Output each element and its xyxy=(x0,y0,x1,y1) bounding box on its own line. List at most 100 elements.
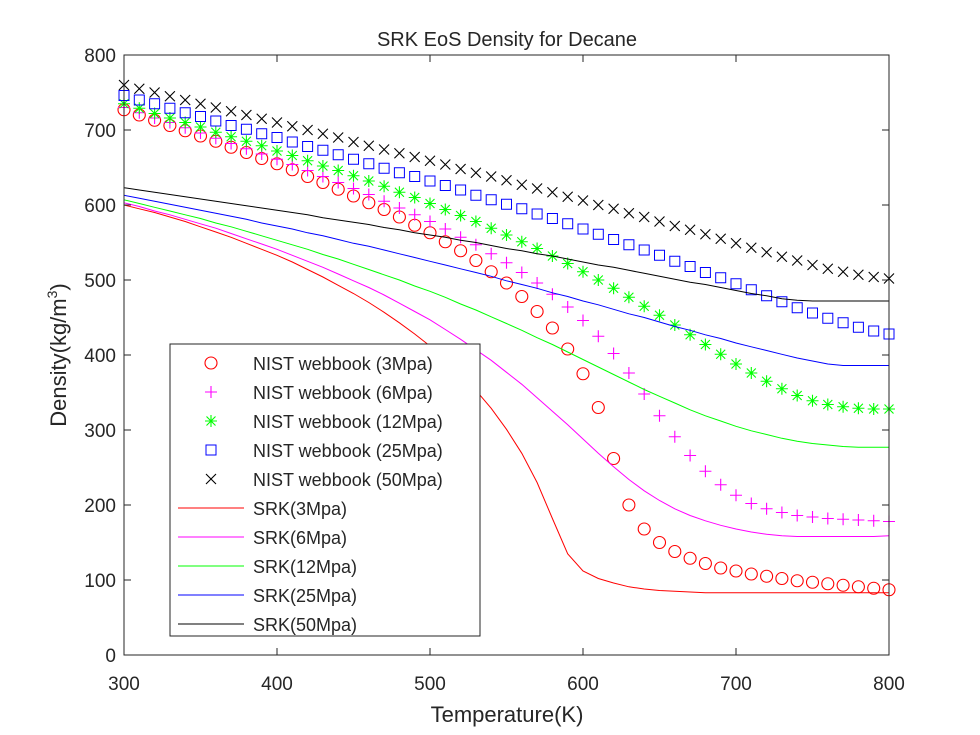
data-point xyxy=(423,226,437,240)
data-point xyxy=(684,449,697,462)
data-point xyxy=(714,478,727,491)
data-point xyxy=(638,244,650,256)
legend-label: SRK(25Mpa) xyxy=(253,586,357,606)
data-point xyxy=(791,255,803,266)
y-tick-label: 0 xyxy=(105,646,116,667)
data-point xyxy=(699,465,712,478)
data-point xyxy=(669,220,681,232)
data-point xyxy=(378,195,391,208)
data-point xyxy=(807,307,818,319)
data-point xyxy=(424,175,436,187)
plot-lines xyxy=(123,187,890,594)
data-point xyxy=(454,209,467,222)
data-point xyxy=(348,136,359,148)
data-point xyxy=(256,128,268,140)
data-point xyxy=(745,367,758,379)
data-point xyxy=(531,277,544,289)
y-axis-label: Density(kg/m3) xyxy=(44,283,71,426)
data-point xyxy=(776,251,788,263)
data-point xyxy=(286,120,298,132)
data-point xyxy=(470,189,482,201)
data-point xyxy=(547,186,558,198)
data-point xyxy=(424,155,436,167)
data-point xyxy=(241,109,252,121)
data-point xyxy=(439,203,452,216)
series-line-7 xyxy=(123,199,889,448)
data-point xyxy=(592,199,604,211)
data-point xyxy=(531,208,543,220)
series-line-8 xyxy=(123,194,889,366)
legend-entry: NIST webbook (50Mpa) xyxy=(205,470,443,490)
legend-label: NIST webbook (3Mpa) xyxy=(253,354,433,374)
data-point xyxy=(484,265,498,279)
series-line-9 xyxy=(123,187,889,302)
data-point xyxy=(317,128,329,140)
data-point xyxy=(744,567,758,581)
data-point xyxy=(454,244,468,258)
series-line-5 xyxy=(123,204,889,594)
data-point xyxy=(195,111,206,122)
data-point xyxy=(851,580,865,594)
x-tick-label: 300 xyxy=(108,674,140,695)
legend-marker xyxy=(204,356,218,370)
data-point xyxy=(837,266,849,278)
data-point xyxy=(362,175,375,187)
legend-entry: SRK(25Mpa) xyxy=(178,586,357,606)
data-point xyxy=(531,242,544,255)
data-point xyxy=(256,113,268,125)
data-point xyxy=(791,509,804,522)
data-point xyxy=(868,325,880,337)
x-axis-label: Temperature(K) xyxy=(431,702,584,727)
y-tick-label: 400 xyxy=(84,346,116,367)
data-point xyxy=(133,94,145,106)
data-point xyxy=(654,216,665,227)
data-point xyxy=(608,203,619,215)
y-axis-label-main: Density(kg/m xyxy=(46,298,71,426)
series-markers-4 xyxy=(118,79,895,284)
data-point xyxy=(653,409,666,422)
series-markers-3 xyxy=(118,90,895,340)
data-point xyxy=(562,191,574,203)
data-point xyxy=(179,116,192,129)
data-point xyxy=(363,140,375,152)
data-point xyxy=(316,170,329,183)
data-point xyxy=(745,284,757,296)
data-point xyxy=(164,90,176,102)
data-point xyxy=(761,290,773,302)
y-axis-label-superscript: 3 xyxy=(44,290,60,298)
legend-entry: NIST webbook (3Mpa) xyxy=(204,354,433,374)
data-point xyxy=(179,107,191,119)
data-point xyxy=(776,296,788,308)
data-point xyxy=(225,105,237,117)
data-point xyxy=(577,265,589,278)
data-point xyxy=(501,198,512,210)
chart-title: SRK EoS Density for Decane xyxy=(377,29,637,51)
data-point xyxy=(837,400,850,413)
data-point xyxy=(714,348,727,361)
data-point xyxy=(271,132,283,143)
legend-entry: NIST webbook (12Mpa) xyxy=(205,412,443,432)
legend-entry: NIST webbook (6Mpa) xyxy=(205,383,433,403)
data-point xyxy=(332,164,345,177)
data-point xyxy=(561,301,574,313)
data-point xyxy=(302,141,314,152)
data-point xyxy=(469,238,482,251)
data-point xyxy=(362,188,375,201)
data-point xyxy=(607,347,620,360)
data-point xyxy=(668,544,682,559)
data-point xyxy=(623,207,635,219)
data-point xyxy=(592,330,605,343)
data-point xyxy=(622,498,636,512)
data-point xyxy=(683,551,697,565)
data-point xyxy=(485,222,498,235)
data-point xyxy=(730,358,742,370)
data-point xyxy=(561,257,574,270)
data-point xyxy=(653,309,666,322)
data-point xyxy=(745,242,757,254)
legend-label: NIST webbook (12Mpa) xyxy=(253,412,443,432)
data-point xyxy=(730,489,742,502)
legend-label: NIST webbook (6Mpa) xyxy=(253,383,433,403)
data-point xyxy=(501,174,512,186)
